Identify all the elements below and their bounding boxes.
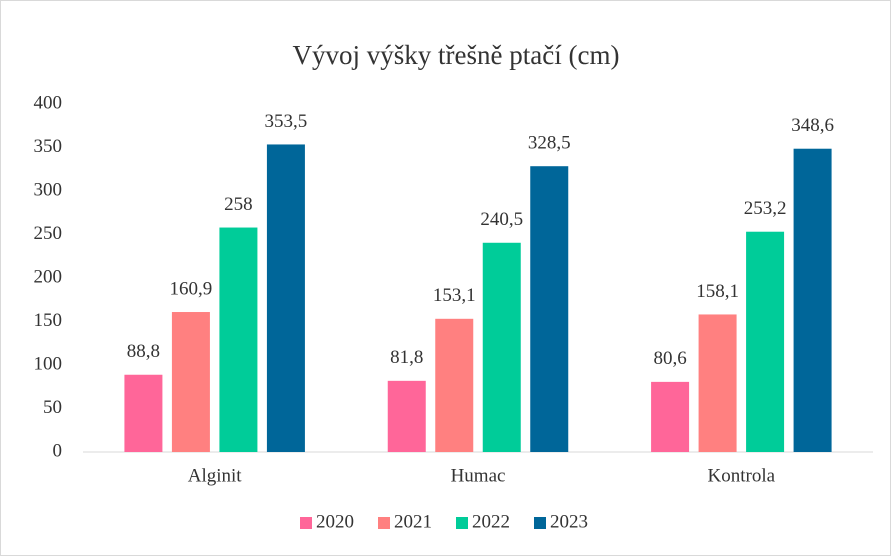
- data-label: 258: [224, 194, 253, 215]
- bar: [435, 318, 474, 452]
- legend-swatch: [534, 517, 546, 529]
- data-label: 240,5: [480, 209, 523, 230]
- y-tick-label: 250: [34, 223, 63, 244]
- bar: [219, 227, 258, 452]
- y-tick-label: 50: [43, 397, 62, 418]
- data-label: 353,5: [265, 111, 308, 132]
- bar: [651, 381, 690, 452]
- bar: [746, 231, 785, 452]
- data-label: 348,6: [791, 115, 834, 136]
- legend-label: 2023: [550, 511, 588, 532]
- legend-swatch: [378, 517, 390, 529]
- data-label: 81,8: [390, 347, 423, 368]
- bar: [698, 314, 737, 452]
- y-tick-label: 200: [34, 266, 63, 287]
- y-tick-label: 400: [34, 92, 63, 113]
- legend-swatch: [300, 517, 312, 529]
- bar: [171, 312, 210, 452]
- legend-swatch: [456, 517, 468, 529]
- legend-label: 2021: [394, 511, 432, 532]
- bar: [482, 242, 521, 452]
- bar: [266, 144, 305, 452]
- chart-title: Vývoj výšky třešně ptačí (cm): [293, 40, 620, 70]
- x-tick-label: Humac: [451, 465, 506, 486]
- x-tick-label: Kontrola: [708, 465, 776, 486]
- y-tick-label: 150: [34, 310, 63, 331]
- y-tick-label: 300: [34, 179, 63, 200]
- y-tick-label: 0: [53, 440, 63, 461]
- data-label: 153,1: [433, 285, 476, 306]
- legend-label: 2020: [316, 511, 354, 532]
- data-label: 160,9: [170, 278, 213, 299]
- x-tick-label: Alginit: [188, 465, 243, 486]
- data-label: 80,6: [653, 348, 686, 369]
- y-tick-label: 350: [34, 136, 63, 157]
- bar: [793, 148, 832, 452]
- data-label: 88,8: [127, 341, 160, 362]
- y-tick-label: 100: [34, 353, 63, 374]
- bar: [124, 374, 163, 452]
- legend-label: 2022: [472, 511, 510, 532]
- bar: [530, 166, 569, 452]
- data-label: 158,1: [696, 281, 739, 302]
- data-label: 253,2: [744, 198, 787, 219]
- bar: [387, 380, 426, 452]
- data-label: 328,5: [528, 133, 571, 154]
